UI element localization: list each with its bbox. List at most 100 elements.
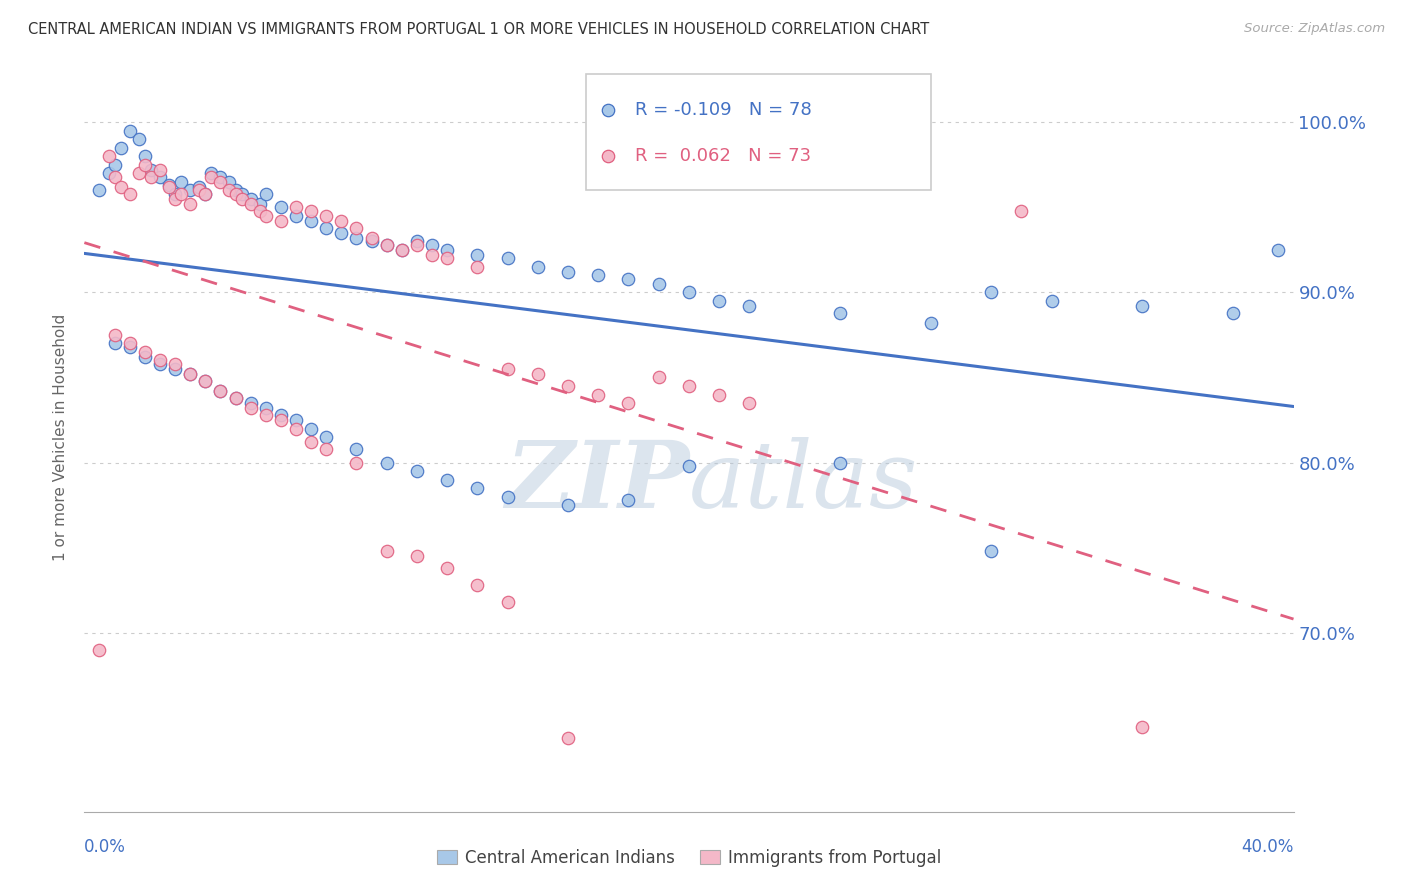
Point [588, 387, 610, 401]
Point [496, 490, 519, 504]
Point [270, 408, 292, 422]
Point [285, 209, 308, 223]
Point [299, 203, 322, 218]
Point [527, 260, 550, 274]
Point [375, 456, 398, 470]
Point [617, 493, 640, 508]
Point [299, 435, 322, 450]
Point [360, 231, 382, 245]
Point [557, 265, 579, 279]
Point [406, 464, 429, 478]
Point [97, 149, 120, 163]
Point [330, 214, 353, 228]
Point [270, 214, 292, 228]
Point [467, 248, 489, 262]
Point [254, 186, 277, 201]
Point [375, 237, 398, 252]
Point [1011, 203, 1033, 218]
Point [299, 214, 322, 228]
Point [170, 186, 193, 201]
Point [617, 396, 640, 410]
Point [149, 169, 172, 184]
Point [254, 408, 277, 422]
Point [617, 271, 640, 285]
Point [1267, 243, 1289, 257]
Point [188, 179, 211, 194]
Point [436, 473, 458, 487]
Point [134, 158, 156, 172]
Point [134, 345, 156, 359]
Point [738, 299, 761, 313]
Point [588, 268, 610, 283]
Text: atlas: atlas [689, 437, 918, 527]
Point [118, 186, 141, 201]
Text: ZIP: ZIP [505, 437, 689, 527]
Point [420, 248, 443, 262]
Point [920, 316, 942, 330]
Text: R = -0.109   N = 78: R = -0.109 N = 78 [634, 101, 811, 119]
FancyBboxPatch shape [586, 74, 931, 190]
Point [315, 220, 337, 235]
Point [209, 175, 232, 189]
Point [209, 384, 232, 398]
Point [830, 306, 852, 320]
Point [225, 391, 247, 405]
Point [557, 379, 579, 393]
Text: 40.0%: 40.0% [1241, 838, 1294, 856]
Point [709, 293, 731, 308]
Point [165, 186, 187, 201]
Point [139, 169, 162, 184]
Point [270, 413, 292, 427]
Text: R =  0.062   N = 73: R = 0.062 N = 73 [634, 147, 811, 165]
Point [738, 396, 761, 410]
Point [346, 442, 368, 456]
Point [406, 549, 429, 564]
Point [157, 179, 180, 194]
Point [496, 595, 519, 609]
Point [678, 458, 700, 473]
Point [110, 179, 132, 194]
Point [128, 166, 150, 180]
Point [97, 166, 120, 180]
Point [678, 285, 700, 300]
Point [170, 175, 193, 189]
Point [467, 578, 489, 592]
Point [285, 413, 308, 427]
Point [436, 561, 458, 575]
Point [118, 123, 141, 137]
Point [436, 243, 458, 257]
Point [254, 209, 277, 223]
Point [165, 362, 187, 376]
Point [648, 370, 671, 384]
Point [128, 132, 150, 146]
Point [239, 196, 262, 211]
Point [285, 421, 308, 435]
Point [104, 169, 127, 184]
Point [360, 234, 382, 248]
Point [239, 192, 262, 206]
Point [194, 374, 217, 388]
Point [179, 367, 201, 381]
Point [527, 367, 550, 381]
Point [346, 231, 368, 245]
Point [104, 158, 127, 172]
Point [496, 362, 519, 376]
Point [709, 387, 731, 401]
Point [254, 401, 277, 416]
Point [391, 243, 413, 257]
Point [194, 374, 217, 388]
Point [239, 396, 262, 410]
Point [209, 384, 232, 398]
Text: CENTRAL AMERICAN INDIAN VS IMMIGRANTS FROM PORTUGAL 1 OR MORE VEHICLES IN HOUSEH: CENTRAL AMERICAN INDIAN VS IMMIGRANTS FR… [28, 22, 929, 37]
Point [149, 162, 172, 177]
Point [194, 186, 217, 201]
Point [165, 192, 187, 206]
Point [375, 544, 398, 558]
Point [200, 169, 222, 184]
Point [231, 192, 253, 206]
Point [1040, 293, 1063, 308]
Point [218, 183, 240, 197]
Point [200, 166, 222, 180]
Point [980, 285, 1002, 300]
Point [980, 544, 1002, 558]
